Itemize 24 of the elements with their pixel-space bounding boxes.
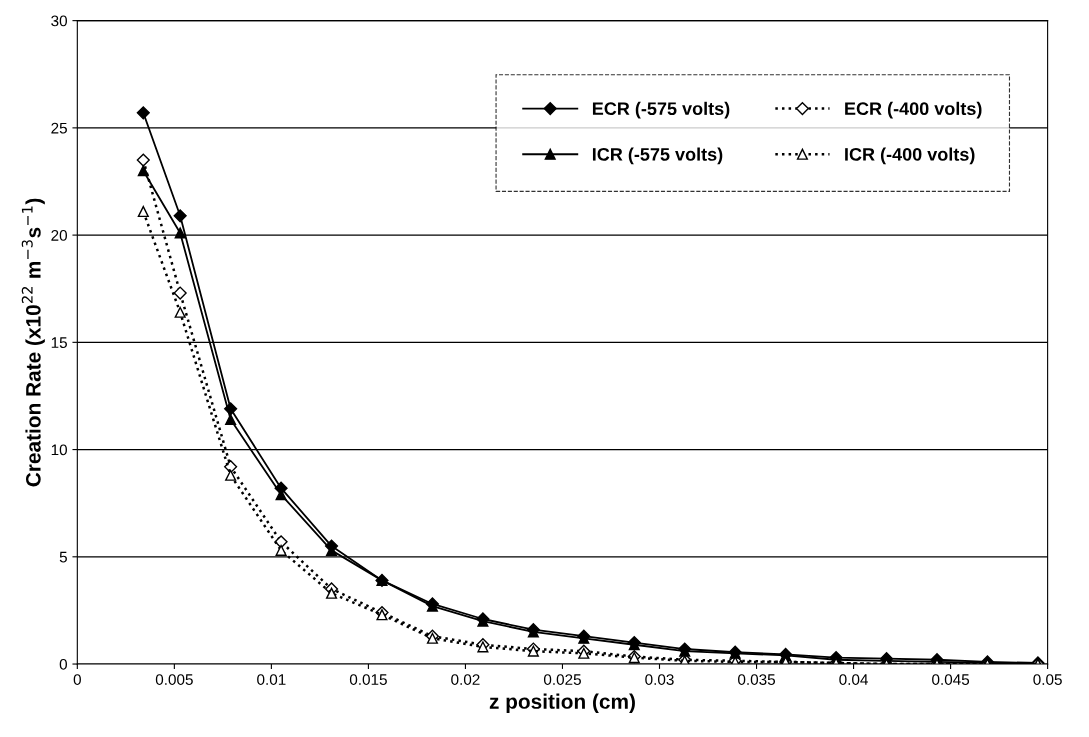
legend-label: ECR (-575 volts) [592, 101, 730, 119]
x-tick-label: 0.05 [1033, 674, 1062, 685]
legend-label: ECR (-400 volts) [845, 101, 982, 119]
y-tick-label: 5 [59, 551, 67, 563]
y-tick-label: 10 [51, 444, 67, 456]
y-tick-label: 15 [51, 337, 67, 349]
x-axis-title: z position (cm) [489, 693, 635, 713]
x-tick-label: 0.005 [155, 674, 193, 685]
y-tick-label: 25 [51, 122, 67, 134]
legend-label: ICR (-400 volts) [845, 147, 975, 165]
y-tick-label: 30 [51, 15, 67, 27]
x-tick-label: 0.04 [839, 674, 868, 685]
x-tick-label: 0.03 [645, 674, 674, 685]
y-tick-label: 0 [59, 658, 67, 670]
y-tick-label: 20 [51, 229, 67, 241]
x-tick-label: 0.02 [451, 674, 480, 685]
y-axis-title: Creation Rate (x10$^{22}$ m$^{−3}$s$^{−1}$) [21, 198, 45, 487]
x-tick-label: 0 [73, 674, 81, 685]
x-tick-label: 0.025 [543, 674, 581, 685]
legend-label: ICR (-575 volts) [592, 147, 723, 165]
x-tick-label: 0.01 [257, 674, 286, 685]
x-tick-label: 0.035 [738, 674, 776, 685]
x-tick-label: 0.045 [932, 674, 970, 685]
x-tick-label: 0.015 [349, 674, 387, 685]
